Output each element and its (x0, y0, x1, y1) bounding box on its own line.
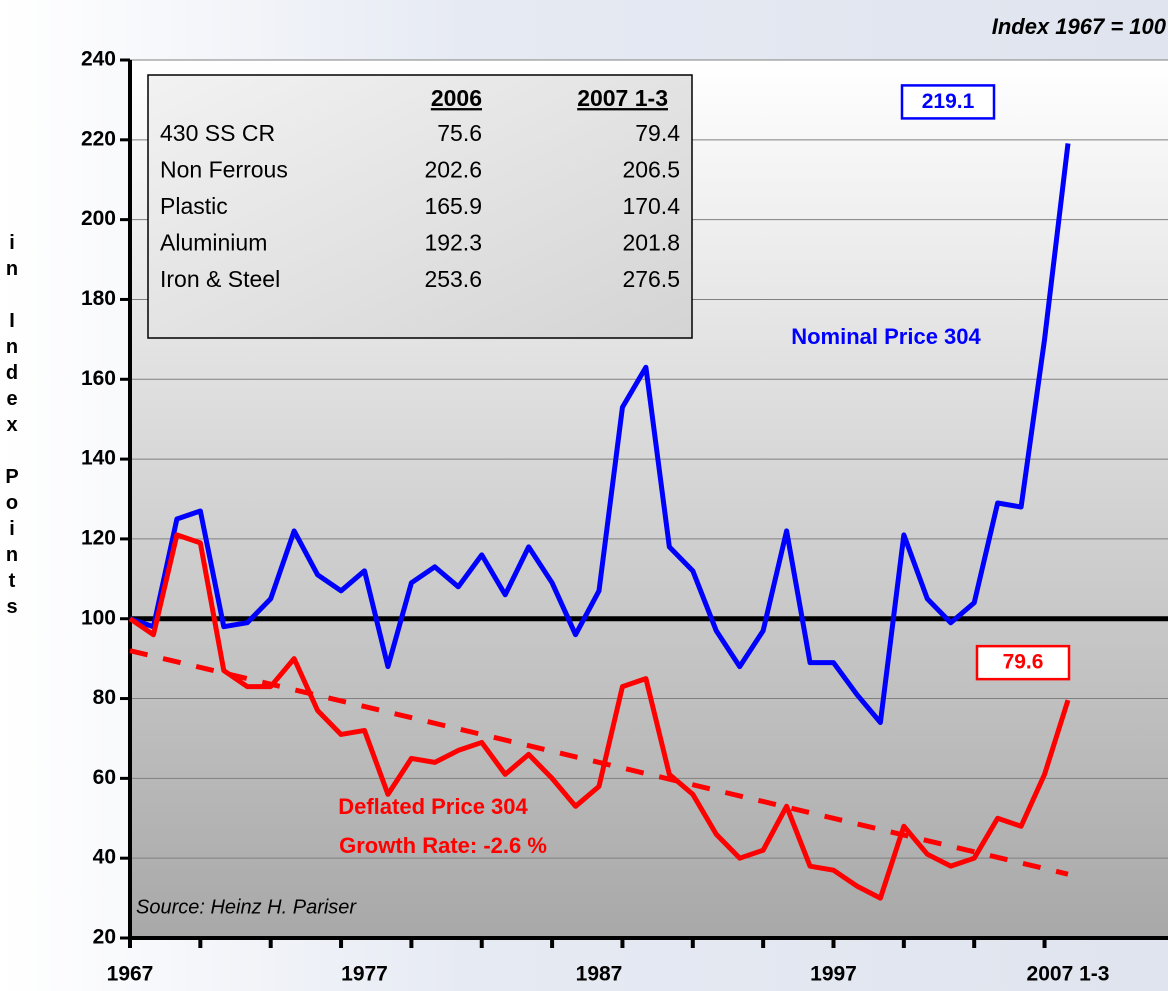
x-tick-label: 1997 (810, 963, 857, 986)
trend-line (129, 648, 1069, 877)
x-tick-label: 1977 (341, 963, 388, 986)
y-tick-label: 160 (81, 367, 116, 390)
table-header: 2007 1-3 (577, 85, 668, 111)
y-tick-label: 20 (93, 926, 116, 949)
value-label: 79.6 (1003, 651, 1044, 674)
y-axis-label: in Index Points (1, 232, 23, 622)
table-header: 2006 (431, 85, 482, 111)
source: Source: Heinz H. Pariser (136, 896, 357, 918)
y-tick-label: 240 (81, 48, 116, 71)
y-tick-label: 60 (93, 766, 116, 789)
table-cell: 170.4 (622, 193, 680, 219)
y-tick-label: 220 (81, 127, 116, 150)
table-cell: 79.4 (635, 120, 680, 146)
x-tick-label: 1967 (107, 963, 154, 986)
series-line (128, 532, 1071, 901)
annotation: Growth Rate: -2.6 % (339, 833, 547, 858)
table-cell: 165.9 (424, 193, 482, 219)
table-row-label: 430 SS CR (160, 120, 275, 146)
table-row-label: Non Ferrous (160, 157, 288, 183)
table-cell: 253.6 (424, 266, 482, 292)
table-row-label: Plastic (160, 193, 228, 219)
y-tick-label: 100 (81, 606, 116, 629)
y-tick-label: 40 (93, 846, 116, 869)
table-cell: 276.5 (622, 266, 680, 292)
value-label-box (975, 644, 1071, 681)
series-label: Deflated Price 304 (338, 794, 528, 819)
subtitle: Index 1967 = 100 (992, 14, 1167, 39)
x-tick-label: 2007 1-3 (1027, 963, 1110, 986)
table-cell: 192.3 (424, 230, 482, 256)
table-row-label: Aluminium (160, 230, 267, 256)
x-tick-label: 1987 (576, 963, 623, 986)
series-label: Nominal Price 304 (791, 324, 981, 349)
table-cell: 75.6 (437, 120, 482, 146)
y-tick-label: 120 (81, 526, 116, 549)
y-tick-label: 200 (81, 207, 116, 230)
series-line (129, 143, 1071, 725)
table-row-label: Iron & Steel (160, 266, 280, 292)
value-label-box (900, 84, 996, 120)
value-label: 219.1 (922, 90, 975, 113)
y-tick-label: 140 (81, 447, 116, 470)
table-cell: 206.5 (622, 157, 680, 183)
table-cell: 202.6 (424, 157, 482, 183)
y-tick-label: 180 (81, 287, 116, 310)
y-tick-label: 80 (93, 686, 116, 709)
inset-table (147, 74, 693, 339)
table-cell: 201.8 (622, 230, 680, 256)
